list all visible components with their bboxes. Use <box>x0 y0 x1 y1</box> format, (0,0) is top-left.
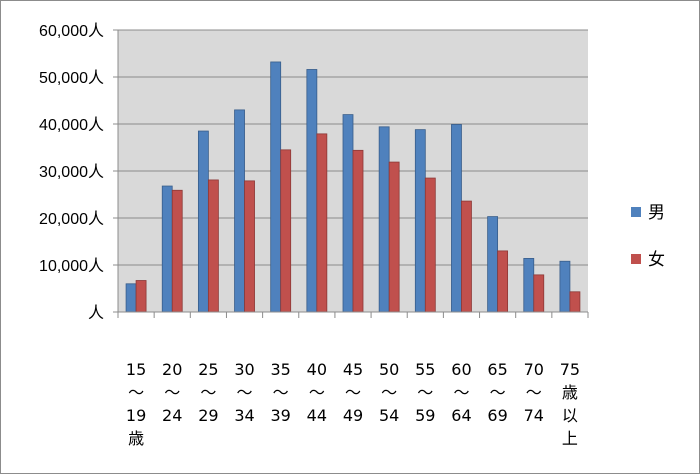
bar-female-9 <box>461 200 472 313</box>
x-tick-label-1: 20 ～ 24 <box>162 360 182 425</box>
x-tick-label-3: 30 ～ 34 <box>234 360 254 425</box>
bar-male-10 <box>487 216 499 313</box>
bar-female-1 <box>171 189 183 313</box>
x-tick-label-2: 25 ～ 29 <box>198 360 218 425</box>
bar-female-6 <box>352 149 364 313</box>
legend-swatch-male <box>631 207 641 217</box>
x-tick-label-7: 50 ～ 54 <box>379 360 399 425</box>
y-tick-label: 30,000人 <box>39 163 104 181</box>
x-tick-label-5: 40 ～ 44 <box>307 360 327 425</box>
x-tick-label-10: 65 ～ 69 <box>487 360 507 425</box>
bar-female-12 <box>569 291 581 313</box>
x-tick-label-12: 75 歳以上 <box>560 360 580 448</box>
y-tick-labels: 人 10,000人 20,000人 30,000人 40,000人 50,000人 60,0… <box>39 22 104 322</box>
bar-male-8 <box>414 129 426 313</box>
bar-male-3 <box>234 109 245 313</box>
bar-male-1 <box>161 185 173 313</box>
legend: 男 女 <box>631 203 665 270</box>
y-tick-label: 50,000人 <box>39 69 104 87</box>
x-tick-label-6: 45 ～ 49 <box>343 360 363 425</box>
axes <box>117 30 589 318</box>
bar-female-2 <box>207 179 219 313</box>
bar-female-4 <box>280 149 292 313</box>
x-tick-label-9: 60 ～ 64 <box>451 360 471 425</box>
bar-female-5 <box>316 133 328 313</box>
y-tick-label: 40,000人 <box>39 116 104 134</box>
y-tick-label: 60,000人 <box>39 22 104 40</box>
bar-male-11 <box>523 258 535 313</box>
bar-male-0 <box>125 283 137 313</box>
x-tick-labels: 15 ～ 19 歳 20 ～ 24 25 ～ 29 30 ～ 34 35 ～ 39 40 ～ 44 45 ～ 49 50 ～ 5… <box>126 360 580 448</box>
legend-swatch-female <box>631 254 641 264</box>
bar-female-7 <box>388 161 400 313</box>
x-tick-label-4: 35 ～ 39 <box>271 360 291 425</box>
bar-male-12 <box>559 260 571 313</box>
bar-male-5 <box>306 69 318 313</box>
bar-male-7 <box>378 126 390 313</box>
y-tick-label: 10,000人 <box>39 257 104 275</box>
legend-label-male: 男 <box>648 203 665 223</box>
x-tick-label-8: 55 ～ 59 <box>415 360 435 425</box>
y-tick-label: 人 <box>88 304 104 322</box>
bar-male-4 <box>270 61 282 313</box>
bar-male-9 <box>451 124 462 313</box>
bar-male-2 <box>197 130 209 313</box>
bar-female-8 <box>424 177 436 313</box>
x-tick-label-0: 15 ～ 19 歳 <box>126 360 146 448</box>
bar-female-3 <box>244 180 255 313</box>
bars <box>125 61 581 313</box>
bar-male-6 <box>342 114 354 313</box>
y-tick-label: 20,000人 <box>39 210 104 228</box>
bar-female-11 <box>533 274 545 313</box>
x-tick-label-11: 70 ～ 74 <box>524 360 544 425</box>
bar-female-10 <box>497 250 509 313</box>
legend-label-female: 女 <box>648 250 665 270</box>
bar-female-0 <box>135 280 147 313</box>
